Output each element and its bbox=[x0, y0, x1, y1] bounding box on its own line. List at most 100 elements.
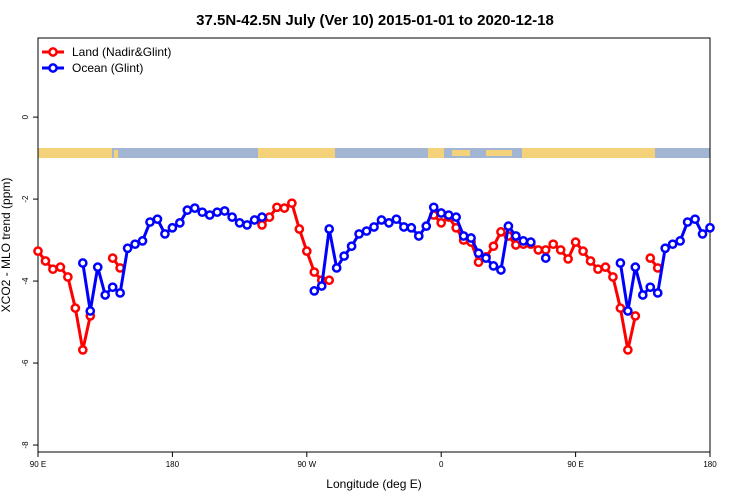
data-point bbox=[511, 231, 521, 241]
x-tick-label: 90 W bbox=[297, 460, 316, 469]
data-point bbox=[175, 218, 185, 228]
data-point bbox=[242, 220, 252, 230]
data-point bbox=[92, 262, 103, 272]
data-point bbox=[496, 227, 506, 237]
y-tick-label: -8 bbox=[21, 441, 30, 449]
data-point bbox=[107, 253, 118, 263]
data-point bbox=[55, 262, 66, 272]
data-point bbox=[533, 245, 544, 255]
land-strip bbox=[452, 150, 470, 156]
data-point bbox=[391, 214, 402, 225]
data-point bbox=[436, 208, 447, 218]
data-point bbox=[182, 205, 193, 216]
x-tick-label: 90 E bbox=[30, 460, 46, 469]
data-point bbox=[555, 245, 566, 255]
data-point bbox=[600, 262, 611, 272]
data-point bbox=[346, 241, 357, 252]
data-point bbox=[615, 303, 626, 313]
data-point bbox=[40, 256, 51, 266]
y-axis-label: XCO2 - MLO trend (ppm) bbox=[0, 178, 13, 313]
data-point bbox=[197, 207, 208, 218]
data-point bbox=[503, 221, 514, 231]
data-point bbox=[376, 215, 387, 225]
data-point bbox=[511, 240, 521, 250]
data-point bbox=[316, 281, 327, 291]
data-point bbox=[107, 282, 118, 293]
land-ocean-strip bbox=[38, 148, 710, 158]
data-point bbox=[130, 239, 140, 250]
land-strip bbox=[38, 148, 112, 158]
land-strip bbox=[522, 148, 655, 158]
data-point bbox=[645, 282, 656, 293]
data-point bbox=[473, 257, 484, 268]
data-point bbox=[623, 345, 633, 355]
data-point bbox=[630, 311, 641, 321]
data-point bbox=[77, 345, 88, 355]
y-tick-label: 0 bbox=[21, 114, 30, 119]
data-point bbox=[458, 231, 469, 241]
data-point bbox=[675, 236, 685, 246]
data-point bbox=[369, 222, 379, 232]
data-point bbox=[264, 212, 275, 222]
data-point bbox=[496, 265, 506, 275]
y-tick-label: -2 bbox=[21, 195, 30, 203]
data-point bbox=[488, 261, 499, 271]
data-point bbox=[354, 229, 364, 239]
data-point bbox=[399, 222, 409, 232]
data-point bbox=[287, 198, 297, 209]
data-point bbox=[443, 210, 454, 220]
data-point bbox=[85, 306, 96, 316]
data-point bbox=[488, 241, 499, 252]
data-point bbox=[212, 207, 223, 218]
x-tick-label: 180 bbox=[703, 460, 717, 469]
data-point bbox=[473, 248, 484, 259]
data-point bbox=[481, 253, 491, 263]
plot-frame bbox=[37, 37, 711, 453]
data-point bbox=[324, 224, 335, 234]
data-point bbox=[70, 303, 81, 313]
land-strip bbox=[486, 150, 512, 156]
legend-label: Land (Nadir&Glint) bbox=[72, 45, 171, 59]
x-tick-label: 180 bbox=[166, 460, 180, 469]
data-point bbox=[331, 263, 342, 273]
data-point bbox=[645, 253, 656, 263]
data-point bbox=[63, 272, 73, 282]
y-tick-label: -4 bbox=[21, 277, 30, 285]
data-point bbox=[279, 203, 290, 213]
data-point bbox=[518, 236, 529, 246]
x-tick-label: 90 E bbox=[567, 460, 583, 469]
data-point bbox=[33, 246, 43, 256]
data-point bbox=[301, 246, 312, 256]
data-point bbox=[623, 306, 633, 316]
data-point bbox=[690, 214, 700, 225]
land-strip bbox=[114, 150, 118, 158]
data-point bbox=[525, 237, 536, 247]
data-point bbox=[77, 258, 88, 268]
data-point bbox=[227, 212, 237, 222]
data-point bbox=[608, 272, 618, 282]
data-point bbox=[309, 286, 320, 296]
data-point bbox=[309, 267, 320, 277]
data-point bbox=[272, 202, 282, 213]
data-point bbox=[324, 275, 335, 286]
legend-marker bbox=[48, 47, 58, 57]
data-point bbox=[339, 251, 349, 261]
data-point bbox=[294, 224, 305, 234]
data-point bbox=[578, 246, 588, 256]
data-point bbox=[615, 258, 626, 268]
data-point bbox=[652, 288, 663, 298]
data-point bbox=[667, 239, 678, 250]
data-point bbox=[637, 290, 648, 300]
land-strip bbox=[258, 148, 335, 158]
data-point bbox=[630, 262, 641, 272]
data-point bbox=[570, 237, 581, 247]
data-point bbox=[428, 202, 439, 213]
series-line bbox=[36, 201, 659, 352]
ocean-strip bbox=[38, 148, 710, 158]
data-point bbox=[145, 217, 155, 227]
data-point bbox=[115, 288, 125, 298]
data-point bbox=[189, 203, 200, 213]
data-point bbox=[406, 222, 417, 233]
